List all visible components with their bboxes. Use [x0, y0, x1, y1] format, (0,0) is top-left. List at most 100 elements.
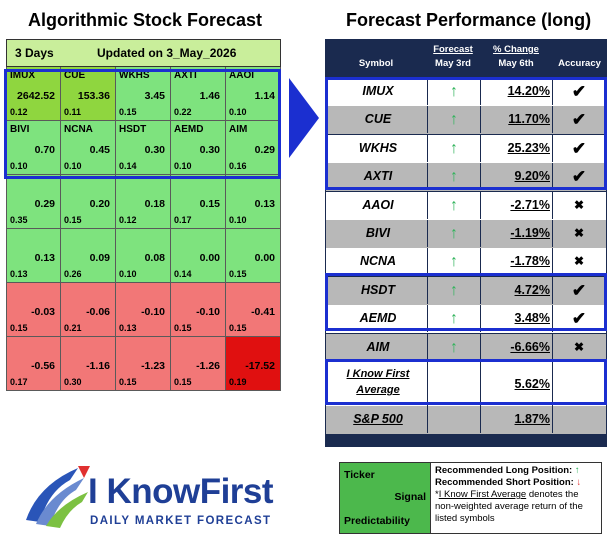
- cell-symbol: WKHS: [119, 70, 150, 81]
- cell-symbol: AAOI: [229, 70, 254, 81]
- row-symbol: WKHS: [358, 140, 398, 155]
- cell-predictability: 0.10: [174, 161, 192, 171]
- heatmap-cell: 0.20 0.15: [61, 175, 116, 229]
- row-symbol: AAOI: [362, 197, 394, 212]
- cell-predictability: 0.10: [229, 107, 247, 117]
- cell-predictability: 0.11: [64, 107, 82, 117]
- up-arrow-icon: ↑: [450, 196, 458, 214]
- cell-signal: 0.13: [34, 252, 55, 264]
- up-arrow-icon: ↑: [450, 139, 458, 157]
- cell-signal: 0.08: [144, 252, 165, 264]
- table-header: Symbol Forecast May 3rd % Change May 6th…: [325, 39, 607, 75]
- cell-predictability: 0.19: [229, 377, 247, 387]
- table-row: AIM ↑ -6.66% ✖: [326, 333, 606, 362]
- cell-symbol: BIVI: [10, 124, 30, 135]
- cell-signal: 0.18: [144, 198, 165, 210]
- up-arrow-icon: ↑: [450, 338, 458, 356]
- heatmap-cell: BIVI 0.70 0.10: [6, 121, 61, 175]
- row-change: -2.71%: [510, 197, 550, 212]
- heatmap-cell: 0.15 0.17: [171, 175, 226, 229]
- up-arrow-icon: ↑: [450, 111, 458, 129]
- cell-signal: -0.56: [31, 360, 55, 372]
- row-symbol: AXTI: [363, 169, 393, 184]
- cell-predictability: 0.13: [10, 269, 28, 279]
- table-row: AEMD ↑ 3.48% ✔: [326, 305, 606, 334]
- cell-predictability: 0.21: [64, 323, 82, 333]
- cell-signal: 0.13: [254, 198, 275, 210]
- up-arrow-icon: ↑: [450, 225, 458, 242]
- cell-signal: -1.16: [86, 360, 110, 372]
- cell-signal: 0.29: [34, 198, 55, 210]
- heatmap-cell: IMUX 2642.52 0.12: [6, 67, 61, 121]
- heatmap-cell: -1.26 0.15: [171, 337, 226, 391]
- cell-signal: 0.00: [199, 252, 220, 264]
- right-title: Forecast Performance (long): [346, 10, 592, 30]
- cell-signal: -0.41: [251, 306, 275, 318]
- cell-signal: -0.10: [141, 306, 165, 318]
- cell-signal: 0.29: [254, 144, 275, 156]
- header-accuracy: Accuracy: [558, 58, 601, 69]
- left-title: Algorithmic Stock Forecast: [28, 10, 263, 30]
- heatmap-cell: WKHS 3.45 0.15: [116, 67, 171, 121]
- cell-signal: 1.14: [254, 90, 275, 102]
- heatmap-cell: 0.09 0.26: [61, 229, 116, 283]
- cell-predictability: 0.15: [119, 107, 137, 117]
- heatmap-cell: -0.41 0.15: [226, 283, 281, 337]
- i-know-first-logo: I KnowFirst DAILY MARKET FORECAST: [18, 460, 288, 540]
- cell-predictability: 0.10: [64, 161, 82, 171]
- header-change-date: May 6th: [498, 58, 534, 69]
- header-forecast-label: Forecast: [433, 44, 473, 55]
- row-symbol: HSDT: [360, 282, 396, 297]
- cell-symbol: AXTI: [174, 70, 197, 81]
- legend-long: Recommended Long Position:: [435, 465, 573, 476]
- heatmap-cell: -17.52 0.19: [226, 337, 281, 391]
- cell-predictability: 0.10: [229, 215, 247, 225]
- legend-note-rest: denotes the non-weighted average return …: [435, 489, 583, 524]
- check-icon: ✔: [571, 167, 587, 187]
- heatmap-days: 3 Days: [15, 46, 54, 60]
- up-arrow-icon: ↑: [450, 281, 458, 299]
- heatmap-cell: 0.00 0.14: [171, 229, 226, 283]
- up-arrow-icon: ↑: [450, 168, 458, 186]
- legend-short: Recommended Short Position:: [435, 477, 574, 488]
- row-symbol: IMUX: [362, 84, 394, 98]
- legend-predictability: Predictability: [344, 515, 410, 527]
- cell-predictability: 0.15: [229, 323, 247, 333]
- logo-swoosh-icon: [26, 466, 90, 528]
- heatmap-cell: AIM 0.29 0.16: [226, 121, 281, 175]
- cell-signal: 1.46: [199, 90, 220, 102]
- cell-predictability: 0.14: [174, 269, 192, 279]
- row-change: -6.66%: [510, 339, 550, 354]
- cell-signal: -0.06: [86, 306, 110, 318]
- row-symbol: AIM: [366, 339, 390, 354]
- heatmap-cell: 0.29 0.35: [6, 175, 61, 229]
- row-symbol: AEMD: [359, 311, 397, 326]
- row-change: 11.70%: [508, 112, 550, 127]
- sp500-label: S&P 500: [353, 412, 403, 426]
- table-row: CUE ↑ 11.70% ✔: [326, 106, 606, 135]
- heatmap-cell: HSDT 0.30 0.14: [116, 121, 171, 175]
- row-change: 3.48%: [514, 311, 550, 326]
- cell-predictability: 0.12: [119, 215, 137, 225]
- row-change: 25.23%: [507, 140, 550, 155]
- logo-name: I KnowFirst: [88, 472, 274, 511]
- cell-symbol: AEMD: [174, 124, 204, 135]
- legend-box: Ticker Signal Predictability Recommended…: [339, 462, 602, 534]
- legend-signal: Signal: [394, 491, 426, 503]
- table-row: WKHS ↑ 25.23% ✔: [326, 134, 606, 163]
- cell-predictability: 0.12: [10, 107, 28, 117]
- cell-signal: 3.45: [144, 90, 165, 102]
- heatmap-cell: -0.03 0.15: [6, 283, 61, 337]
- cell-predictability: 0.30: [64, 377, 82, 387]
- heatmap-cell: NCNA 0.45 0.10: [61, 121, 116, 175]
- average-label-line2: Average: [356, 384, 400, 396]
- cross-icon: ✖: [573, 197, 585, 212]
- heatmap-grid: IMUX 2642.52 0.12 CUE 153.36 0.11 WKHS 3.45 0.15…: [6, 67, 281, 391]
- cell-predictability: 0.10: [119, 269, 137, 279]
- check-icon: ✔: [571, 280, 587, 300]
- cell-symbol: AIM: [229, 124, 248, 135]
- cell-signal: -17.52: [245, 360, 275, 372]
- average-label-line1: I Know First: [346, 368, 410, 380]
- cell-predictability: 0.17: [10, 377, 28, 387]
- legend-note-star: *: [435, 489, 439, 500]
